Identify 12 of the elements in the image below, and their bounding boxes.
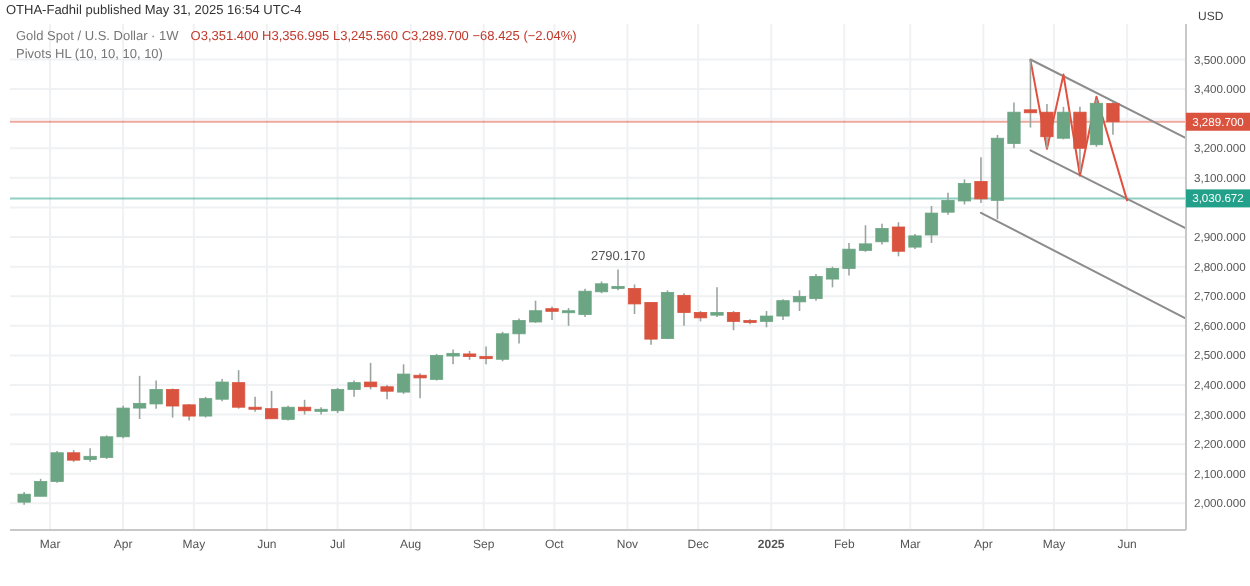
candlestick [875,222,889,246]
candlestick [413,372,427,400]
candlestick [1073,106,1087,173]
line-series [1029,59,1129,202]
candlestick [660,289,675,340]
candlestick [1056,106,1071,141]
candlestick [1089,98,1104,148]
candlestick [710,286,724,318]
candlestick [1106,101,1120,136]
candlestick [974,156,988,204]
candlestick [891,221,906,258]
candlestick [396,363,411,395]
